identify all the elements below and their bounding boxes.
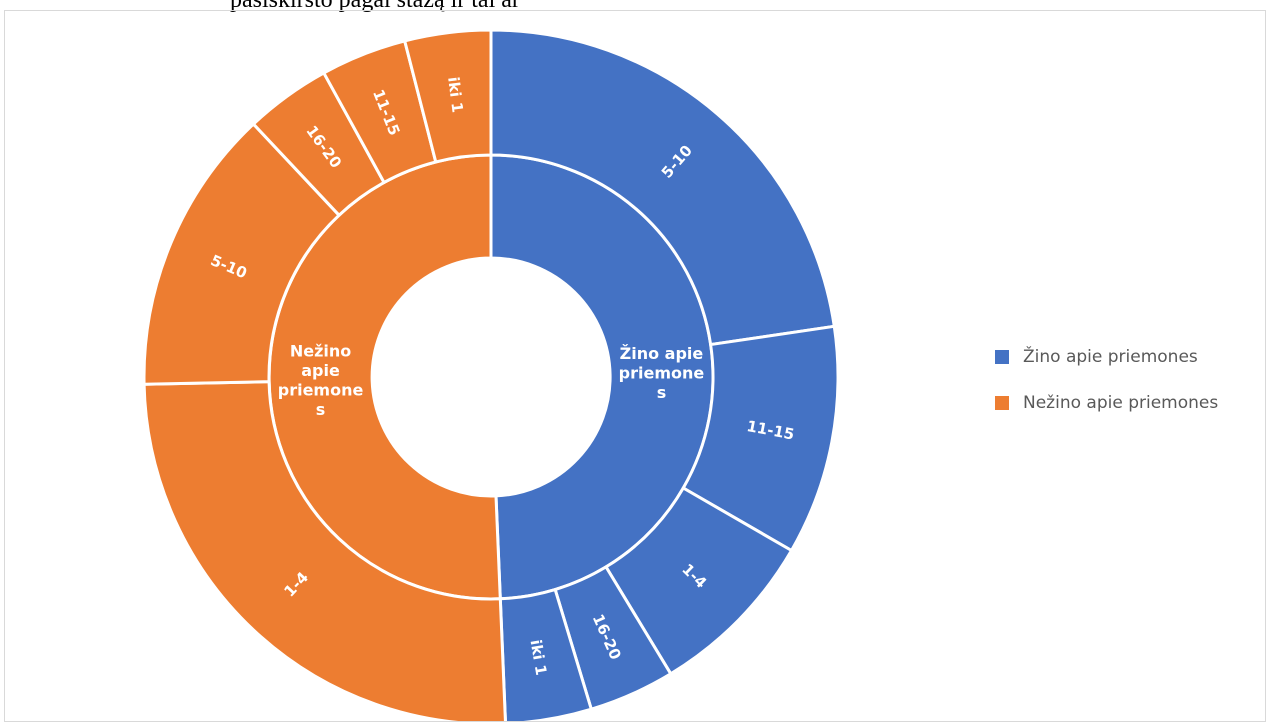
legend-item-zino[interactable]: Žino apie priemones (995, 344, 1218, 370)
outer-segment-nezino-apie-priemones-1-4 (142, 380, 507, 721)
inner-label-nezino-apie-priemones: Nežino apie priemone s (278, 341, 364, 419)
legend-item-nezino[interactable]: Nežino apie priemones (995, 390, 1218, 416)
outer-segment-zino-apie-priemones-5-10 (489, 28, 836, 347)
legend-swatch-zino (995, 350, 1009, 364)
legend-swatch-nezino (995, 396, 1009, 410)
legend-label-zino: Žino apie priemones (1023, 347, 1198, 367)
legend: Žino apie priemones Nežino apie priemone… (995, 344, 1218, 436)
legend-label-nezino: Nežino apie priemones (1023, 393, 1219, 413)
outer-label-zino-apie-priemones-iki-1: iki 1 (527, 638, 551, 676)
outer-segment-nezino-apie-priemones-iki-1 (403, 28, 493, 164)
chart-area: Žino apie priemone s 5-10 11-15 1-4 16-20 iki 1… (4, 10, 1266, 722)
page-top-text: pasiskirsto pagal stažą ir tai ar (230, 0, 520, 13)
inner-label-zino-apie-priemones: Žino apie priemone s (619, 343, 705, 401)
outer-label-nezino-apie-priemones-iki-1: iki 1 (445, 76, 467, 114)
